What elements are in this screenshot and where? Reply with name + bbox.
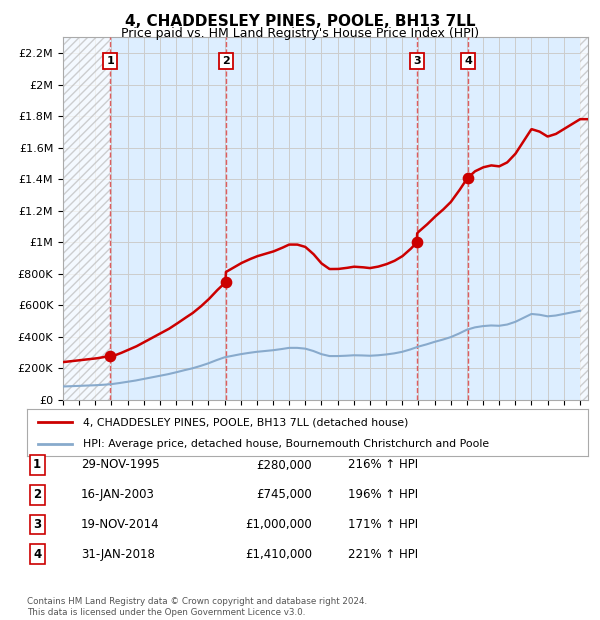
Text: HPI: Average price, detached house, Bournemouth Christchurch and Poole: HPI: Average price, detached house, Bour… bbox=[83, 439, 489, 449]
Text: 196% ↑ HPI: 196% ↑ HPI bbox=[348, 489, 418, 501]
Text: 4: 4 bbox=[464, 56, 472, 66]
Text: 4, CHADDESLEY PINES, POOLE, BH13 7LL (detached house): 4, CHADDESLEY PINES, POOLE, BH13 7LL (de… bbox=[83, 417, 409, 427]
Text: 1: 1 bbox=[106, 56, 114, 66]
Text: 2: 2 bbox=[222, 56, 230, 66]
Text: 1: 1 bbox=[33, 459, 41, 471]
Text: 2: 2 bbox=[33, 489, 41, 501]
Text: 4, CHADDESLEY PINES, POOLE, BH13 7LL: 4, CHADDESLEY PINES, POOLE, BH13 7LL bbox=[125, 14, 475, 29]
Text: Price paid vs. HM Land Registry's House Price Index (HPI): Price paid vs. HM Land Registry's House … bbox=[121, 27, 479, 40]
Text: 29-NOV-1995: 29-NOV-1995 bbox=[81, 459, 160, 471]
Point bbox=[221, 278, 230, 288]
Bar bbox=[63, 37, 110, 400]
Text: £745,000: £745,000 bbox=[256, 489, 312, 501]
Point bbox=[463, 172, 473, 182]
Text: 31-JAN-2018: 31-JAN-2018 bbox=[81, 548, 155, 560]
Text: Contains HM Land Registry data © Crown copyright and database right 2024.
This d: Contains HM Land Registry data © Crown c… bbox=[27, 598, 367, 617]
Text: 19-NOV-2014: 19-NOV-2014 bbox=[81, 518, 160, 531]
Text: £280,000: £280,000 bbox=[256, 459, 312, 471]
Text: 16-JAN-2003: 16-JAN-2003 bbox=[81, 489, 155, 501]
Text: 3: 3 bbox=[33, 518, 41, 531]
Text: £1,410,000: £1,410,000 bbox=[245, 548, 312, 560]
Text: 3: 3 bbox=[413, 56, 421, 66]
Text: 216% ↑ HPI: 216% ↑ HPI bbox=[348, 459, 418, 471]
Text: 4: 4 bbox=[33, 548, 41, 560]
Point bbox=[106, 351, 115, 361]
Text: £1,000,000: £1,000,000 bbox=[245, 518, 312, 531]
Text: 171% ↑ HPI: 171% ↑ HPI bbox=[348, 518, 418, 531]
Text: 221% ↑ HPI: 221% ↑ HPI bbox=[348, 548, 418, 560]
Point bbox=[412, 237, 422, 247]
Bar bbox=[580, 37, 588, 400]
